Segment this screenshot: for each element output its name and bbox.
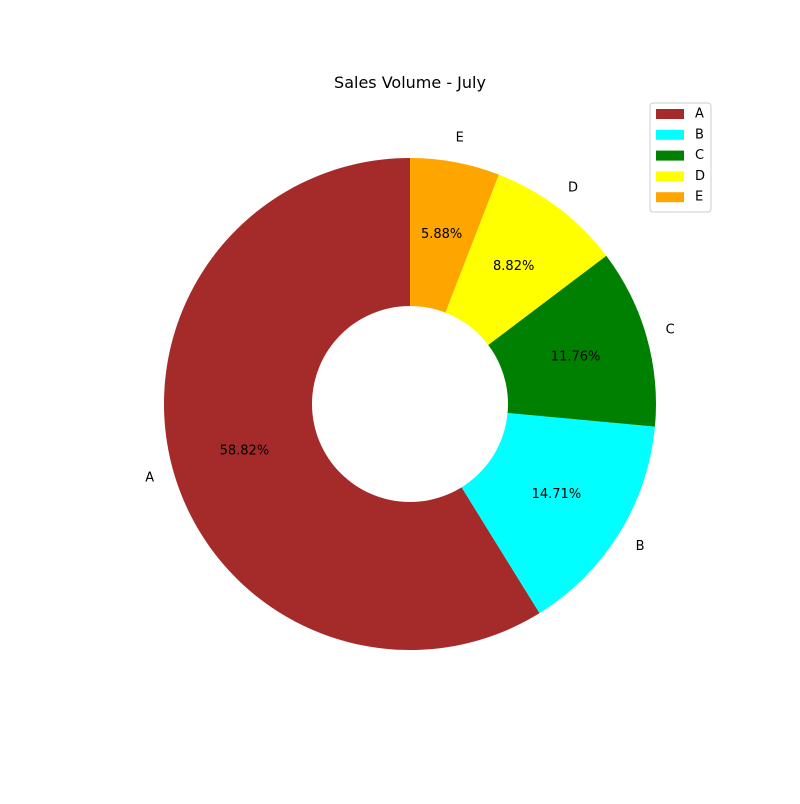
slice-label-a: A xyxy=(145,471,154,486)
labels-group: A 58.82% B 14.71% C 11.76% D 8.82% E 5.88% xyxy=(145,131,674,554)
donut-hole xyxy=(312,306,508,502)
percent-label-c: 11.76% xyxy=(551,349,601,364)
percent-label-b: 14.71% xyxy=(532,487,582,502)
slice-label-c: C xyxy=(666,322,675,337)
legend-swatch-a xyxy=(656,109,684,119)
legend-label-e: E xyxy=(695,190,703,205)
percent-label-a: 58.82% xyxy=(220,444,270,459)
legend-swatch-d xyxy=(656,171,684,182)
legend-swatch-c xyxy=(656,150,684,161)
legend-label-c: C xyxy=(695,148,704,163)
percent-label-e: 5.88% xyxy=(421,227,462,242)
legend-swatch-b xyxy=(656,129,684,140)
legend-label-b: B xyxy=(695,127,704,142)
legend-label-a: A xyxy=(695,107,704,122)
slice-label-d: D xyxy=(568,181,578,196)
chart-title: Sales Volume - July xyxy=(334,73,486,92)
slice-label-e: E xyxy=(456,131,464,146)
legend-swatch-e xyxy=(656,192,684,203)
percent-label-d: 8.82% xyxy=(493,259,534,274)
legend-label-d: D xyxy=(695,169,705,184)
slice-label-b: B xyxy=(636,539,645,554)
